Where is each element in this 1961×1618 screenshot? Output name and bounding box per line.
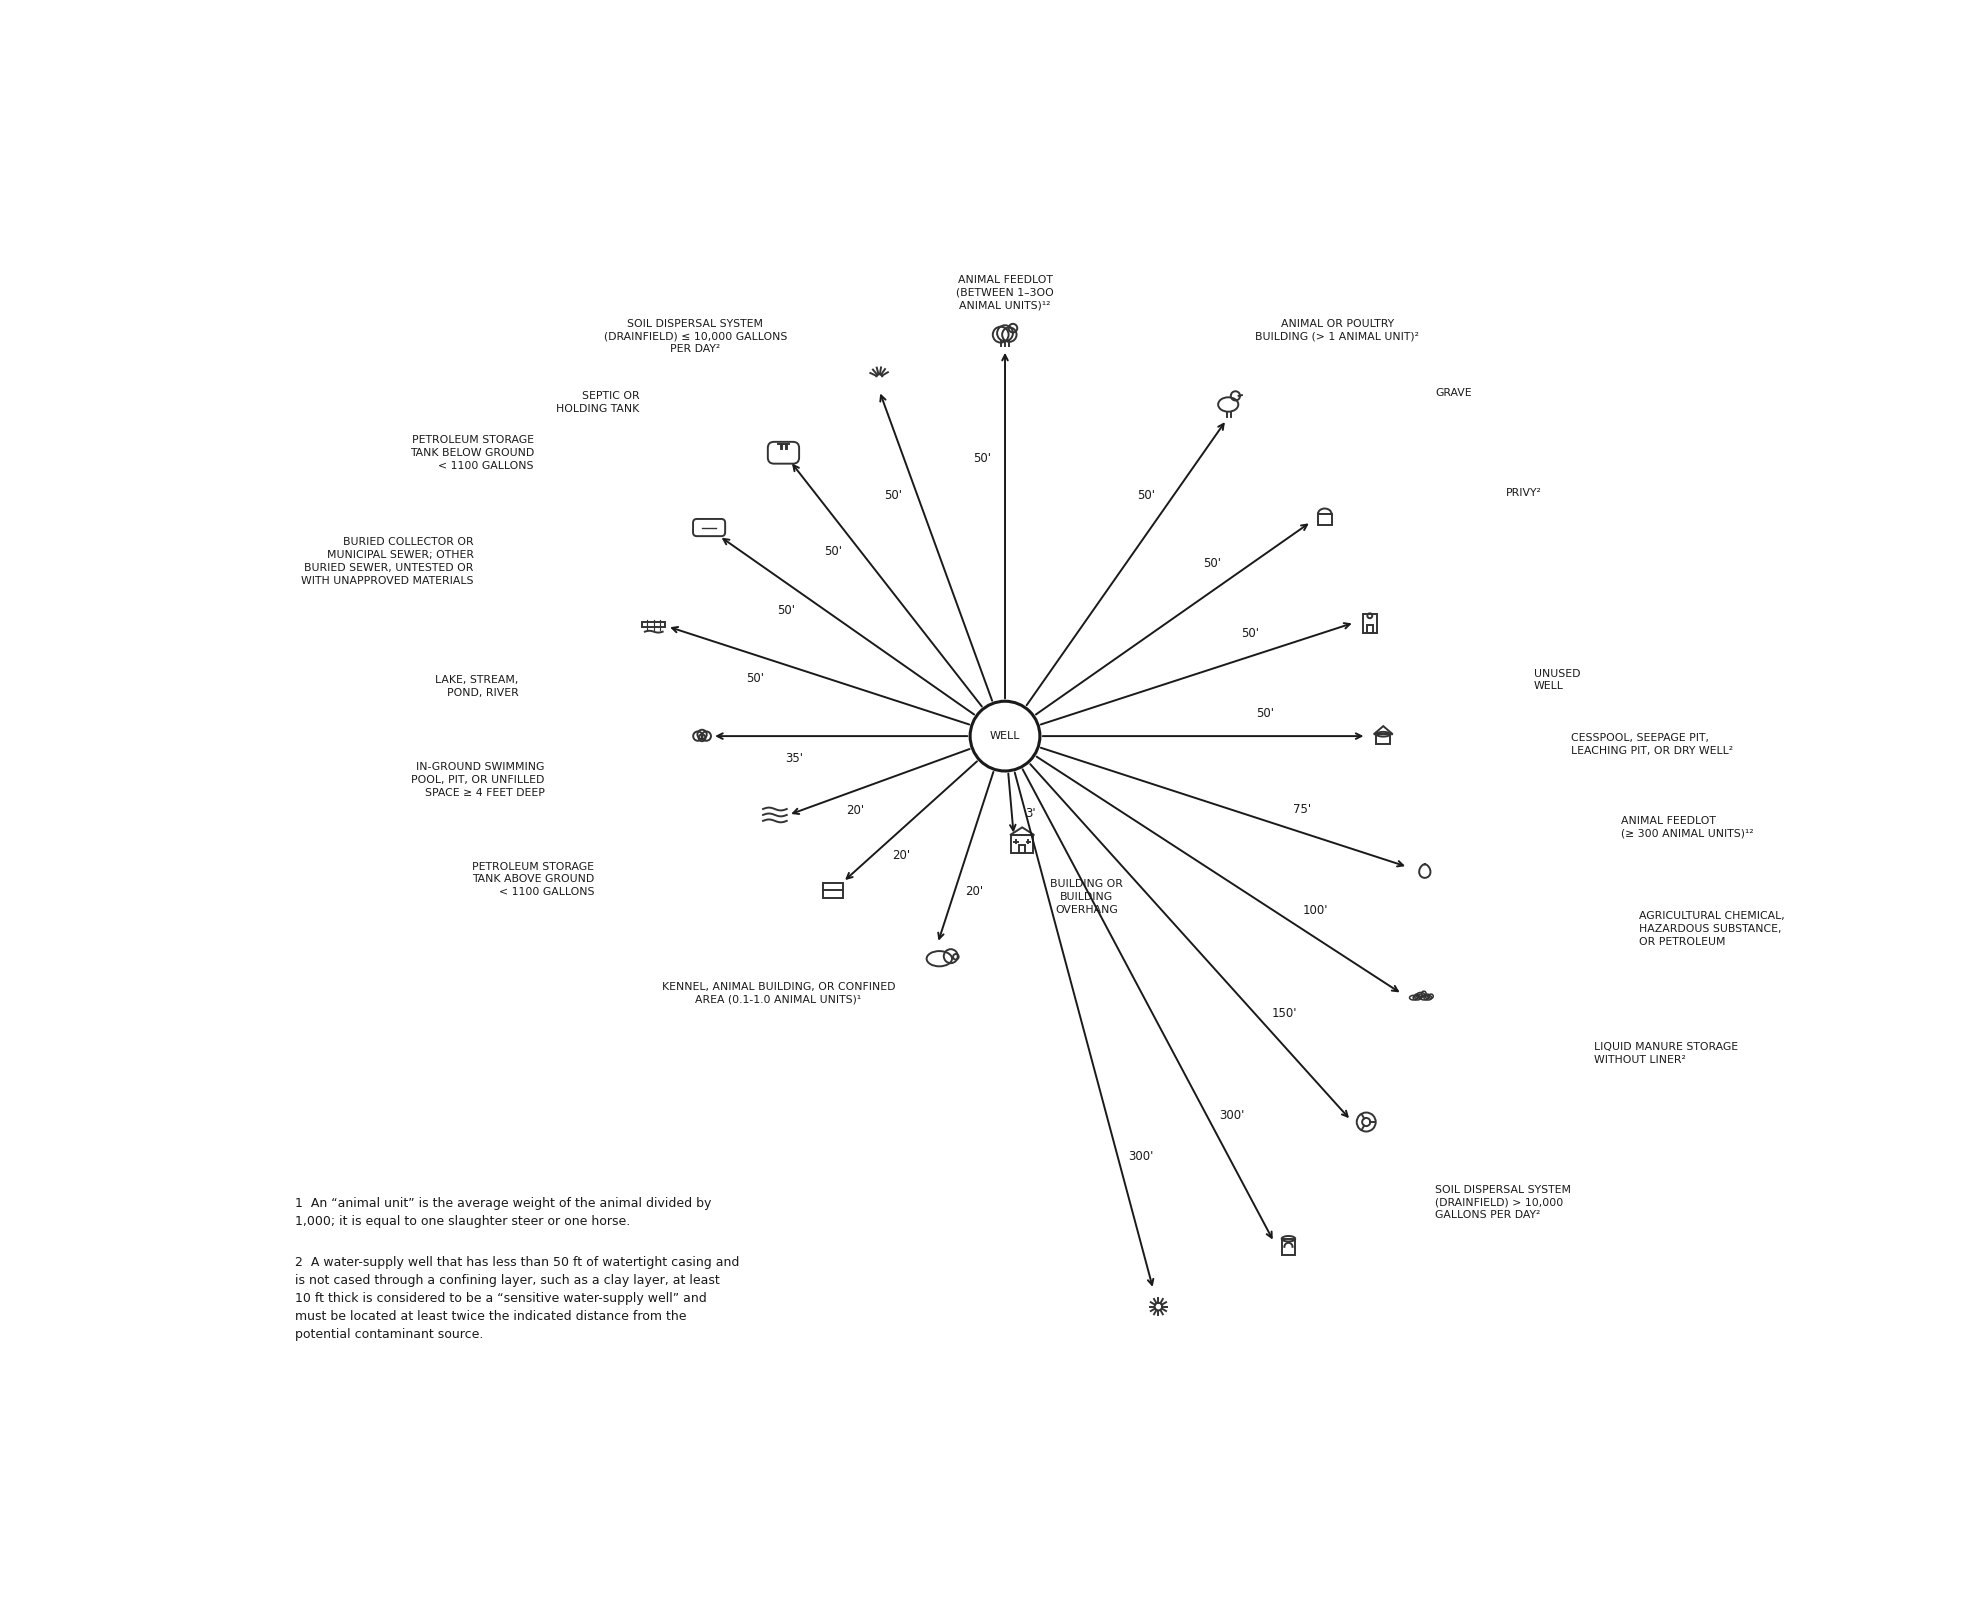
Text: 20': 20' (892, 848, 910, 861)
Text: KENNEL, ANIMAL BUILDING, OR CONFINED
AREA (0.1-1.0 ANIMAL UNITS)¹: KENNEL, ANIMAL BUILDING, OR CONFINED ARE… (661, 982, 896, 1005)
Text: LAKE, STREAM,
POND, RIVER: LAKE, STREAM, POND, RIVER (435, 675, 520, 697)
Text: 50': 50' (1204, 557, 1222, 570)
Text: 2  A water-supply well that has less than 50 ft of watertight casing and
is not : 2 A water-supply well that has less than… (296, 1256, 739, 1341)
Text: 300': 300' (1128, 1150, 1153, 1163)
Circle shape (971, 701, 1039, 772)
Text: IN-GROUND SWIMMING
POOL, PIT, OR UNFILLED
SPACE ≥ 4 FEET DEEP: IN-GROUND SWIMMING POOL, PIT, OR UNFILLE… (412, 762, 545, 798)
Text: 50': 50' (777, 604, 796, 616)
Text: SOIL DISPERSAL SYSTEM
(DRAINFIELD) ≤ 10,000 GALLONS
PER DAY²: SOIL DISPERSAL SYSTEM (DRAINFIELD) ≤ 10,… (604, 319, 786, 354)
Text: 50': 50' (824, 545, 841, 558)
Text: PRIVY²: PRIVY² (1506, 489, 1541, 498)
Text: SEPTIC OR
HOLDING TANK: SEPTIC OR HOLDING TANK (557, 392, 639, 414)
Text: 1  An “animal unit” is the average weight of the animal divided by
1,000; it is : 1 An “animal unit” is the average weight… (296, 1197, 712, 1228)
Text: 150': 150' (1273, 1006, 1298, 1019)
Bar (1377, 735, 1390, 744)
Bar (643, 623, 665, 628)
Text: GRAVE: GRAVE (1435, 388, 1473, 398)
Text: 3': 3' (1026, 807, 1035, 820)
Bar (1282, 1239, 1294, 1256)
Text: 100': 100' (1302, 904, 1328, 917)
Text: ANIMAL FEEDLOT
(≥ 300 ANIMAL UNITS)¹²: ANIMAL FEEDLOT (≥ 300 ANIMAL UNITS)¹² (1622, 815, 1753, 838)
Text: 75': 75' (1292, 803, 1312, 815)
Bar (1020, 845, 1026, 853)
Text: PETROLEUM STORAGE
TANK ABOVE GROUND
< 1100 GALLONS: PETROLEUM STORAGE TANK ABOVE GROUND < 11… (473, 861, 594, 898)
Text: 300': 300' (1220, 1108, 1245, 1121)
Text: BUILDING OR
BUILDING
OVERHANG: BUILDING OR BUILDING OVERHANG (1051, 880, 1124, 916)
Bar (824, 883, 843, 898)
Text: 50': 50' (1241, 626, 1259, 639)
Text: ANIMAL FEEDLOT
(BETWEEN 1–3OO
ANIMAL UNITS)¹²: ANIMAL FEEDLOT (BETWEEN 1–3OO ANIMAL UNI… (957, 275, 1053, 311)
Text: 50': 50' (745, 671, 765, 684)
Text: 50': 50' (1257, 707, 1275, 720)
Bar (1363, 615, 1377, 633)
Text: 20': 20' (965, 885, 982, 898)
Text: SOIL DISPERSAL SYSTEM
(DRAINFIELD) > 10,000
GALLONS PER DAY²: SOIL DISPERSAL SYSTEM (DRAINFIELD) > 10,… (1435, 1184, 1571, 1220)
Text: UNUSED
WELL: UNUSED WELL (1534, 668, 1581, 691)
Text: CESSPOOL, SEEPAGE PIT,
LEACHING PIT, OR DRY WELL²: CESSPOOL, SEEPAGE PIT, LEACHING PIT, OR … (1571, 733, 1734, 756)
Text: ANIMAL OR POULTRY
BUILDING (> 1 ANIMAL UNIT)²: ANIMAL OR POULTRY BUILDING (> 1 ANIMAL U… (1255, 319, 1420, 341)
Text: PETROLEUM STORAGE
TANK BELOW GROUND
< 1100 GALLONS: PETROLEUM STORAGE TANK BELOW GROUND < 11… (410, 435, 533, 471)
Bar (1367, 625, 1373, 633)
Text: 50': 50' (884, 489, 902, 502)
Text: AGRICULTURAL CHEMICAL,
HAZARDOUS SUBSTANCE,
OR PETROLEUM: AGRICULTURAL CHEMICAL, HAZARDOUS SUBSTAN… (1639, 911, 1785, 947)
Text: 20': 20' (847, 804, 865, 817)
Text: BURIED COLLECTOR OR
MUNICIPAL SEWER; OTHER
BURIED SEWER, UNTESTED OR
WITH UNAPPR: BURIED COLLECTOR OR MUNICIPAL SEWER; OTH… (300, 537, 473, 586)
Text: 50': 50' (1137, 489, 1155, 502)
Text: 35': 35' (784, 752, 804, 765)
Text: LIQUID MANURE STORAGE
WITHOUT LINER²: LIQUID MANURE STORAGE WITHOUT LINER² (1594, 1042, 1737, 1065)
Text: WELL: WELL (990, 731, 1020, 741)
Bar (1318, 515, 1332, 524)
Bar (1012, 835, 1033, 853)
Text: 50': 50' (973, 451, 992, 464)
